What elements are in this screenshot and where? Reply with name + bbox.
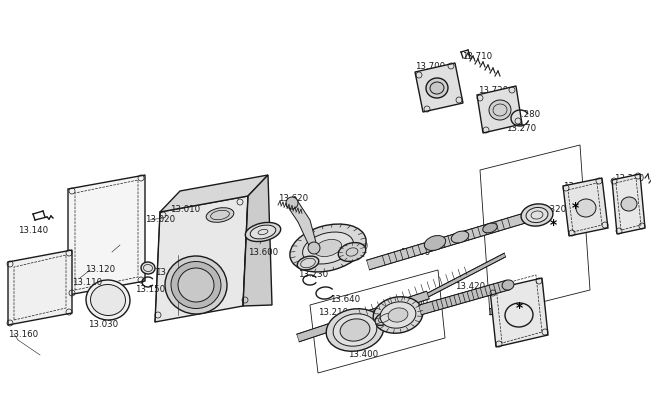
Ellipse shape bbox=[171, 262, 221, 308]
Text: 13.110: 13.110 bbox=[72, 278, 102, 287]
Ellipse shape bbox=[314, 240, 342, 256]
Polygon shape bbox=[243, 175, 272, 306]
Ellipse shape bbox=[178, 268, 214, 302]
Ellipse shape bbox=[303, 232, 353, 264]
Polygon shape bbox=[8, 250, 72, 325]
Ellipse shape bbox=[165, 256, 227, 314]
Text: 13.320: 13.320 bbox=[536, 205, 566, 214]
Text: 13.280: 13.280 bbox=[510, 110, 540, 119]
Polygon shape bbox=[477, 86, 522, 133]
Text: 13.620: 13.620 bbox=[278, 194, 308, 203]
Circle shape bbox=[286, 197, 298, 209]
Text: 13.640: 13.640 bbox=[330, 295, 360, 304]
Circle shape bbox=[308, 242, 320, 254]
Ellipse shape bbox=[245, 222, 281, 242]
Text: 13.400: 13.400 bbox=[348, 350, 378, 359]
Text: 13.360: 13.360 bbox=[614, 174, 644, 183]
Polygon shape bbox=[612, 174, 645, 234]
Text: *: * bbox=[549, 218, 557, 232]
Ellipse shape bbox=[340, 319, 370, 341]
Polygon shape bbox=[415, 63, 463, 112]
Ellipse shape bbox=[346, 321, 364, 335]
Text: 13.020: 13.020 bbox=[145, 215, 175, 224]
Polygon shape bbox=[563, 178, 608, 236]
Text: 13.300: 13.300 bbox=[487, 308, 517, 317]
Text: 13.660: 13.660 bbox=[342, 322, 372, 331]
Text: 13.600: 13.600 bbox=[248, 248, 278, 257]
Ellipse shape bbox=[451, 231, 469, 243]
Ellipse shape bbox=[426, 78, 448, 98]
Polygon shape bbox=[367, 213, 527, 270]
Text: 13.430: 13.430 bbox=[398, 298, 428, 307]
Ellipse shape bbox=[483, 223, 497, 233]
Polygon shape bbox=[427, 253, 506, 297]
Ellipse shape bbox=[430, 82, 444, 94]
Ellipse shape bbox=[90, 284, 126, 316]
Polygon shape bbox=[160, 175, 268, 212]
Ellipse shape bbox=[380, 302, 416, 328]
Ellipse shape bbox=[502, 280, 514, 290]
Text: 13.270: 13.270 bbox=[506, 124, 536, 133]
Text: 13.120: 13.120 bbox=[85, 265, 115, 274]
Polygon shape bbox=[155, 196, 248, 322]
Ellipse shape bbox=[86, 280, 130, 320]
Polygon shape bbox=[419, 280, 509, 315]
Ellipse shape bbox=[576, 199, 596, 217]
Ellipse shape bbox=[326, 309, 384, 351]
Text: 13.700: 13.700 bbox=[415, 62, 445, 71]
Text: 13.340: 13.340 bbox=[563, 182, 593, 191]
Text: 13.030: 13.030 bbox=[88, 320, 118, 329]
Text: *: * bbox=[572, 201, 579, 215]
Ellipse shape bbox=[206, 208, 234, 222]
Text: *: * bbox=[516, 301, 523, 315]
Text: 13.140: 13.140 bbox=[18, 226, 48, 235]
Polygon shape bbox=[297, 291, 429, 342]
Ellipse shape bbox=[141, 262, 155, 274]
Text: 13.250: 13.250 bbox=[338, 242, 368, 251]
Ellipse shape bbox=[375, 311, 395, 325]
Polygon shape bbox=[490, 278, 548, 347]
Text: 13.230: 13.230 bbox=[298, 270, 328, 279]
Text: 13.210: 13.210 bbox=[318, 308, 348, 317]
Ellipse shape bbox=[250, 225, 276, 239]
Ellipse shape bbox=[489, 100, 511, 120]
Ellipse shape bbox=[333, 314, 377, 346]
Ellipse shape bbox=[521, 204, 553, 226]
Text: 13.420: 13.420 bbox=[455, 282, 485, 291]
Ellipse shape bbox=[526, 208, 548, 222]
Text: 13.150: 13.150 bbox=[135, 285, 165, 294]
Ellipse shape bbox=[339, 242, 366, 262]
Text: 13.200: 13.200 bbox=[400, 248, 430, 257]
Text: 13.710: 13.710 bbox=[462, 52, 492, 61]
Ellipse shape bbox=[621, 197, 637, 211]
Ellipse shape bbox=[298, 256, 319, 270]
Polygon shape bbox=[68, 175, 145, 295]
Text: 13.160: 13.160 bbox=[8, 330, 38, 339]
Ellipse shape bbox=[290, 224, 366, 272]
Text: 13.680: 13.680 bbox=[378, 312, 408, 321]
Text: 13.010: 13.010 bbox=[170, 205, 200, 214]
Ellipse shape bbox=[424, 236, 446, 250]
Text: 13.720: 13.720 bbox=[478, 86, 508, 95]
Ellipse shape bbox=[388, 308, 408, 322]
Text: 13.220: 13.220 bbox=[302, 228, 332, 237]
Ellipse shape bbox=[373, 297, 422, 333]
Polygon shape bbox=[288, 197, 318, 252]
Text: 13.050: 13.050 bbox=[155, 268, 185, 277]
